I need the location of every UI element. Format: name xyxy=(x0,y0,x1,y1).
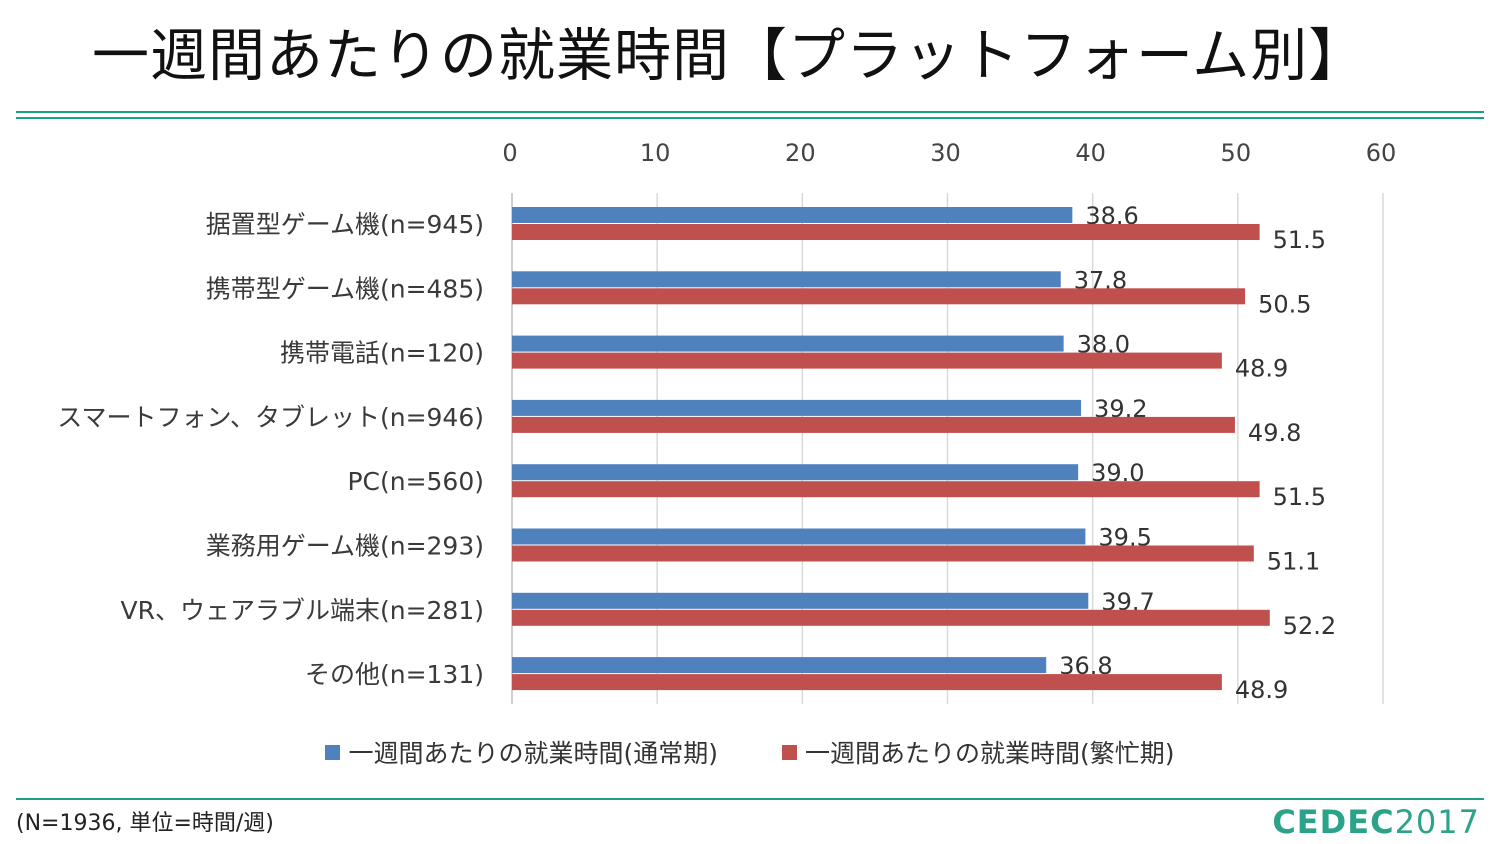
data-label-busy-3: 48.9 xyxy=(1235,355,1288,383)
bar-normal-5 xyxy=(512,464,1079,481)
bar-normal-2 xyxy=(512,271,1061,288)
tick-label-60: 60 xyxy=(1366,139,1397,167)
bar-busy-6 xyxy=(512,545,1254,562)
data-label-busy-8: 48.9 xyxy=(1235,676,1288,704)
data-label-busy-1: 51.5 xyxy=(1273,226,1326,254)
bar-busy-3 xyxy=(512,352,1222,369)
bar-normal-4 xyxy=(512,399,1082,416)
tick-label-40: 40 xyxy=(1075,139,1106,167)
tick-label-50: 50 xyxy=(1221,139,1252,167)
cedec-logo: CEDEC2017 xyxy=(1272,803,1480,841)
title-divider-top xyxy=(16,111,1484,113)
tick-label-0: 0 xyxy=(502,139,517,167)
legend-item-busy: 一週間あたりの就業時間(繁忙期) xyxy=(782,734,1175,770)
legend-label-busy: 一週間あたりの就業時間(繁忙期) xyxy=(805,739,1175,768)
category-label-6: 業務用ゲーム機(n=293) xyxy=(206,532,484,561)
title-divider-bottom xyxy=(16,117,1484,119)
bar-normal-6 xyxy=(512,528,1086,545)
bar-normal-1 xyxy=(512,207,1073,223)
bar-busy-1 xyxy=(512,224,1260,240)
bar-busy-8 xyxy=(512,674,1222,691)
chart-legend: 一週間あたりの就業時間(通常期) 一週間あたりの就業時間(繁忙期) xyxy=(0,734,1500,770)
category-label-5: PC(n=560) xyxy=(347,467,484,496)
footnote: (N=1936, 単位=時間/週) xyxy=(16,811,274,836)
bar-busy-4 xyxy=(512,416,1235,433)
data-label-busy-2: 50.5 xyxy=(1258,290,1311,318)
slide-title: 一週間あたりの就業時間【プラットフォーム別】 xyxy=(92,23,1367,89)
category-label-4: スマートフォン、タブレット(n=946) xyxy=(57,403,484,432)
category-label-7: VR、ウェアラブル端末(n=281) xyxy=(121,596,485,625)
bar-busy-2 xyxy=(512,288,1246,305)
bar-busy-7 xyxy=(512,609,1270,626)
data-label-busy-4: 49.8 xyxy=(1248,419,1301,447)
tick-label-20: 20 xyxy=(785,139,816,167)
tick-label-10: 10 xyxy=(640,139,671,167)
bar-busy-5 xyxy=(512,481,1260,498)
category-label-8: その他(n=131) xyxy=(305,660,484,689)
legend-item-normal: 一週間あたりの就業時間(通常期) xyxy=(325,734,718,770)
footer-divider xyxy=(16,798,1484,800)
logo-year: 2017 xyxy=(1394,803,1480,841)
data-label-busy-7: 52.2 xyxy=(1283,612,1336,640)
category-label-3: 携帯電話(n=120) xyxy=(280,339,484,368)
data-label-busy-6: 51.1 xyxy=(1267,548,1320,576)
data-label-busy-5: 51.5 xyxy=(1273,483,1326,511)
category-label-1: 据置型ゲーム機(n=945) xyxy=(206,210,484,239)
legend-swatch-busy xyxy=(782,744,797,760)
legend-swatch-normal xyxy=(325,744,341,760)
category-label-2: 携帯型ゲーム機(n=485) xyxy=(206,274,484,303)
bar-normal-8 xyxy=(512,657,1047,674)
bar-normal-7 xyxy=(512,592,1089,609)
bar-normal-3 xyxy=(512,335,1064,352)
logo-mark: CEDEC xyxy=(1272,803,1395,841)
legend-label-normal: 一週間あたりの就業時間(通常期) xyxy=(348,739,718,768)
tick-label-30: 30 xyxy=(930,139,961,167)
